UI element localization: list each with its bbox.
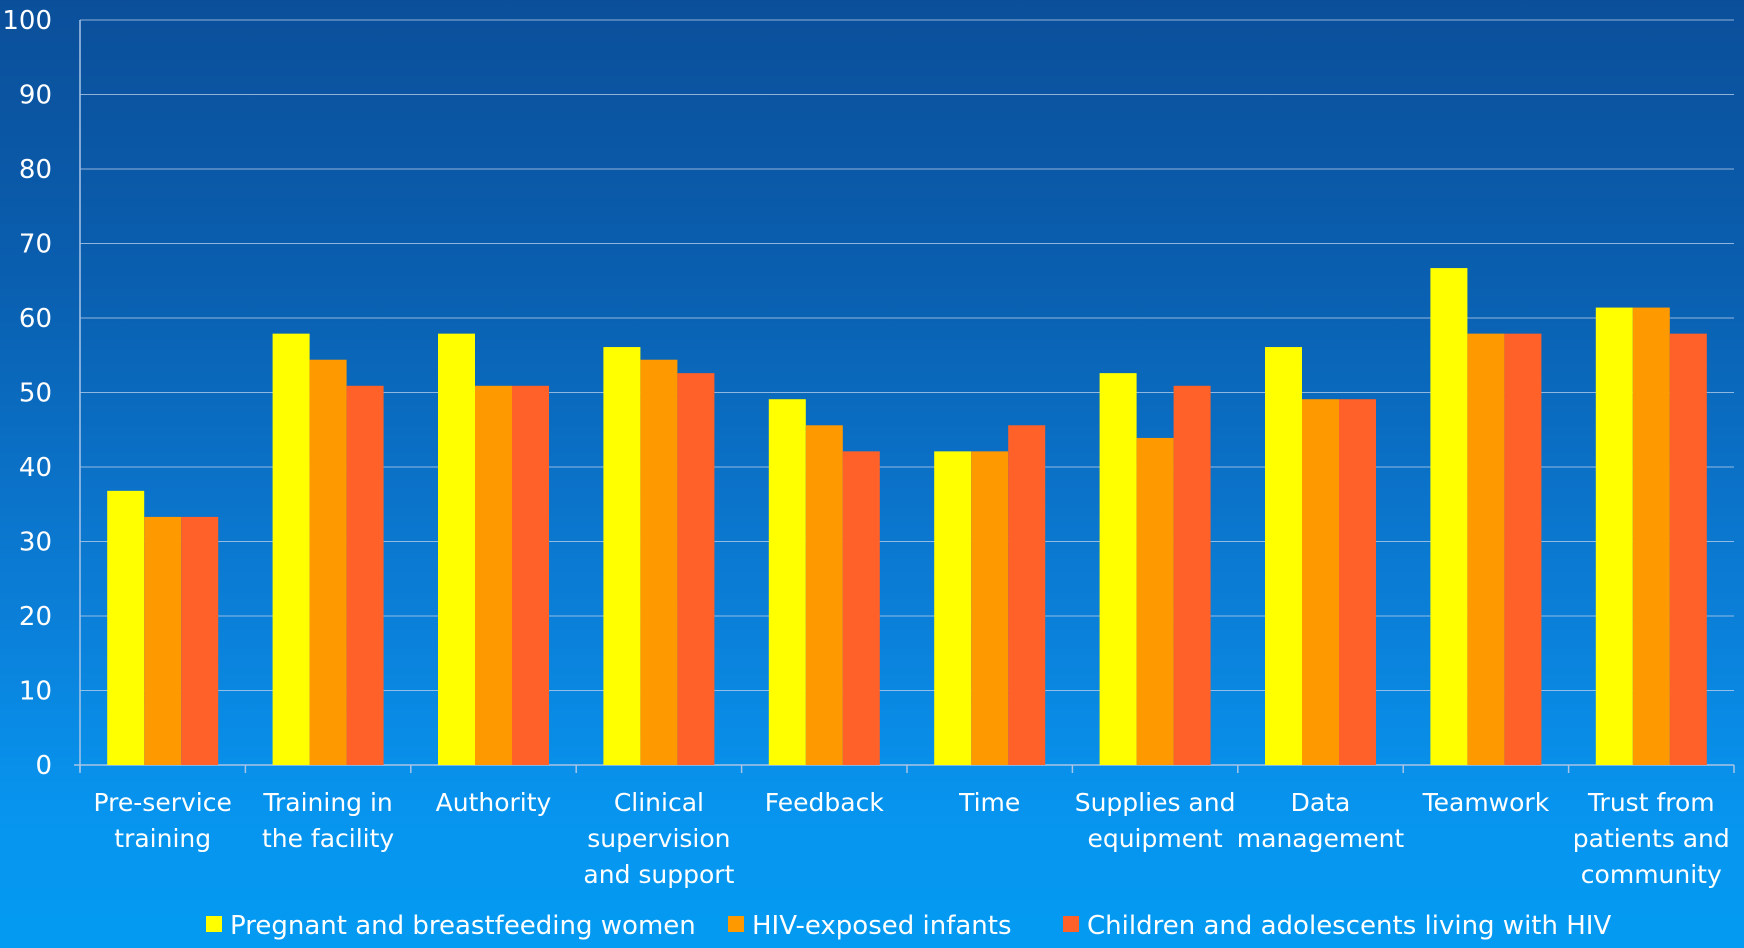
y-tick-labels: 0 10 20 30 40 50 60 70 80 90 100: [2, 6, 52, 781]
bar: [181, 516, 219, 765]
category-label: patients and: [1573, 824, 1730, 853]
category-label: management: [1237, 824, 1405, 853]
category-label: Authority: [436, 788, 552, 817]
y-tick-label: 30: [19, 528, 52, 558]
bar: [475, 385, 512, 765]
legend-swatch: [728, 916, 744, 932]
y-tick-label: 100: [2, 6, 52, 36]
legend-swatch: [1063, 916, 1079, 932]
bar: [603, 347, 641, 765]
bar: [1632, 307, 1670, 765]
category-label: community: [1581, 860, 1722, 889]
bar: [144, 516, 182, 765]
y-tick-label: 70: [19, 230, 52, 260]
bar: [1302, 399, 1339, 765]
bar: [1099, 373, 1137, 765]
bar: [512, 385, 549, 765]
y-tick-label: 90: [19, 81, 52, 111]
category-label: Clinical: [614, 788, 704, 817]
bar: [934, 451, 972, 765]
legend-swatch: [206, 916, 222, 932]
bar: [438, 333, 475, 765]
category-label: Data: [1291, 788, 1351, 817]
category-label: Supplies and: [1075, 788, 1236, 817]
category-label: Feedback: [765, 788, 885, 817]
bar: [677, 373, 715, 765]
y-tick-label: 50: [19, 379, 52, 409]
category-label: and support: [583, 860, 734, 889]
bar: [805, 425, 843, 765]
bar: [309, 359, 347, 765]
bar: [346, 385, 384, 765]
bar: [1265, 347, 1302, 765]
category-label: equipment: [1087, 824, 1222, 853]
legend-label: Pregnant and breastfeeding women: [230, 911, 696, 941]
category-labels: Pre-service training Training in the facili…: [94, 788, 1730, 889]
legend: Pregnant and breastfeeding women HIV-expo…: [206, 911, 1611, 941]
y-tick-label: 40: [19, 453, 52, 483]
bar: [1430, 268, 1468, 765]
bar: [272, 333, 310, 765]
category-label: Teamwork: [1422, 788, 1550, 817]
bar: [1669, 333, 1707, 765]
bar: [768, 399, 806, 765]
category-label: Training in: [262, 788, 392, 817]
y-tick-label: 80: [19, 155, 52, 185]
bar: [1173, 385, 1211, 765]
category-label: training: [114, 824, 211, 853]
bar: [1504, 333, 1542, 765]
category-label: Trust from: [1587, 788, 1715, 817]
bar: [1339, 399, 1376, 765]
category-label: Time: [958, 788, 1020, 817]
bar: [971, 451, 1009, 765]
category-label: Pre-service: [94, 788, 232, 817]
y-tick-label: 0: [35, 751, 52, 781]
bar: [1467, 333, 1505, 765]
bar: [842, 451, 880, 765]
legend-label: Children and adolescents living with HIV: [1087, 911, 1611, 941]
y-tick-label: 60: [19, 304, 52, 334]
y-tick-label: 20: [19, 602, 52, 632]
bars: [107, 268, 1707, 765]
bar: [1008, 425, 1046, 765]
legend-label: HIV-exposed infants: [752, 911, 1012, 941]
category-label: the facility: [262, 824, 394, 853]
bar: [640, 359, 678, 765]
category-label: supervision: [587, 824, 730, 853]
bar: [1595, 307, 1633, 765]
y-tick-label: 10: [19, 677, 52, 707]
bar: [1136, 437, 1174, 765]
bar: [107, 490, 145, 765]
